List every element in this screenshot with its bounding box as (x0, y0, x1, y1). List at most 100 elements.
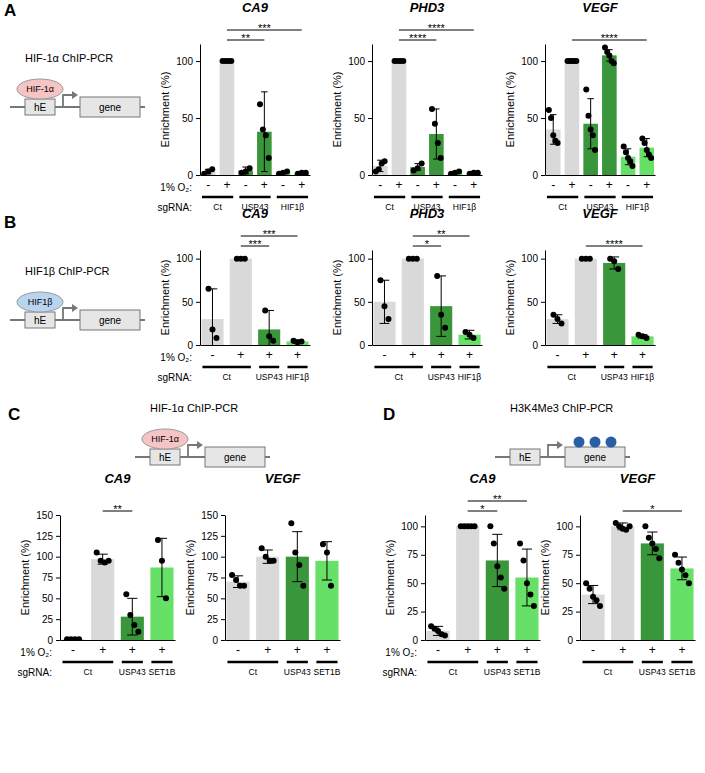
x-axis-line (61, 640, 176, 641)
row-label: sgRNA: (158, 202, 192, 213)
chart: 050100-+-+-+Enrichment (%)CA9*****1% O₂:… (158, 0, 311, 213)
y-tick-mark (421, 640, 425, 641)
row-label: sgRNA: (383, 667, 417, 678)
x-tick-label: + (298, 178, 305, 192)
element-box (25, 99, 55, 115)
group-underline (622, 196, 653, 199)
x-tick: + (438, 348, 445, 362)
replicate-point (419, 161, 425, 167)
x-tick-label: + (264, 643, 271, 657)
y-axis-line (372, 45, 373, 176)
x-axis: -+++ (426, 641, 541, 657)
x-tick: + (523, 643, 530, 657)
x-tick: + (158, 643, 165, 657)
replicate-point (679, 567, 685, 573)
y-tick-mark (576, 583, 580, 584)
replicate-point (675, 560, 681, 566)
x-tick-label: - (551, 178, 555, 192)
x-tick-label: - (555, 348, 559, 362)
group-underline (516, 661, 537, 664)
group-label: USP43 (484, 667, 511, 677)
replicate-point (296, 562, 302, 568)
y-tick-mark (56, 640, 60, 641)
x-tick-label: - (378, 178, 382, 192)
x-tick: + (298, 178, 305, 192)
replicate-point (475, 170, 481, 175)
y-tick-label: 150 (36, 510, 53, 521)
replicate-point (623, 149, 629, 155)
x-tick-label: + (649, 643, 656, 657)
group-underline (259, 366, 279, 369)
replicate-point (377, 277, 383, 283)
y-tick: 50 (527, 113, 545, 124)
replicate-point (241, 583, 247, 589)
y-axis: 0255075100125150 (36, 510, 60, 646)
replicate-point (438, 155, 444, 161)
diagram-title: HIF-1α ChIP-PCR (25, 52, 113, 64)
y-axis-line (545, 251, 546, 346)
y-tick-mark (368, 175, 372, 176)
x-tick: - (210, 348, 214, 362)
x-tick-label: + (266, 348, 273, 362)
gene-box (80, 310, 140, 330)
group-underline (287, 366, 307, 369)
x-tick-label: - (244, 178, 248, 192)
row-label: sgRNA: (158, 372, 192, 383)
chart: 0255075100-+++Enrichment (%)VEGF*CtUSP43… (539, 471, 696, 677)
y-tick: 0 (47, 635, 60, 646)
chart-title: PHD3 (410, 206, 445, 221)
x-tick: + (464, 643, 471, 657)
tss-arrowhead (197, 441, 203, 449)
y-tick: 0 (412, 635, 425, 646)
panel-label: D (383, 405, 395, 424)
y-tick: 100 (401, 521, 425, 532)
y-tick: 100 (201, 551, 225, 562)
y-tick-mark (56, 598, 60, 599)
replicate-point (435, 140, 441, 146)
replicate-point (501, 586, 507, 592)
y-tick-label: 100 (556, 521, 573, 532)
chart: 050100-+++Enrichment (%)CA9******1% O₂:s… (158, 206, 311, 383)
chart-title: CA9 (242, 0, 269, 15)
y-tick-mark (576, 612, 580, 613)
replicate-point (376, 166, 382, 172)
error-bar (157, 538, 167, 596)
y-tick-mark (368, 259, 372, 260)
x-tick-label: + (466, 348, 473, 362)
y-axis-line (545, 45, 546, 176)
x-tick: + (470, 178, 477, 192)
group-label: USP43 (601, 372, 628, 382)
chart: 050100-+-+-+Enrichment (%)VEGF****CtUSP4… (504, 0, 656, 212)
plot-area (546, 44, 654, 175)
group-underline (584, 196, 615, 199)
group-underline (671, 661, 692, 664)
y-tick-mark (576, 640, 580, 641)
x-axis: -+++ (373, 346, 483, 362)
replicate-point (94, 550, 100, 556)
x-tick-label: + (323, 643, 330, 657)
significance-label: *** (258, 22, 272, 34)
plot-area (546, 256, 653, 345)
diagram: HIF1β ChIP-PCRhEgeneHIF1β (10, 265, 145, 330)
y-tick: 100 (348, 253, 372, 264)
y-tick: 50 (562, 578, 580, 589)
chart: 0255075100125150-+++Enrichment (%)VEGFCt… (184, 471, 341, 677)
chart-title: CA9 (469, 471, 496, 486)
x-tick-label: + (395, 178, 402, 192)
y-axis: 050100 (521, 45, 545, 181)
y-tick-label: 0 (187, 170, 193, 181)
y-tick-mark (221, 578, 225, 579)
x-tick: - (281, 178, 285, 192)
plot-area (373, 256, 480, 345)
replicate-point (494, 563, 500, 569)
group-label: HIF1β (453, 202, 476, 212)
replicate-point (385, 316, 391, 322)
y-tick: 0 (187, 340, 200, 351)
replicate-point (205, 286, 211, 292)
y-tick: 25 (207, 614, 225, 625)
y-tick-label: 25 (42, 614, 54, 625)
replicate-point (300, 583, 306, 589)
bar (220, 61, 235, 175)
x-tick: + (433, 178, 440, 192)
replicate-point (672, 552, 678, 558)
